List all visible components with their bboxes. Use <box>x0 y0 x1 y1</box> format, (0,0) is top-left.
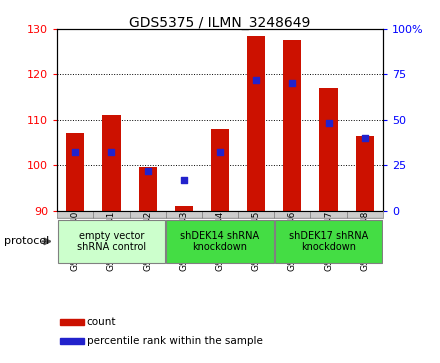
Point <box>361 135 368 141</box>
Bar <box>166 220 274 263</box>
Text: GSM1486440: GSM1486440 <box>71 211 80 271</box>
Bar <box>238 211 274 218</box>
Text: GSM1486445: GSM1486445 <box>252 211 260 271</box>
Bar <box>57 211 93 218</box>
Bar <box>129 211 166 218</box>
Bar <box>356 136 374 211</box>
Text: count: count <box>87 317 116 327</box>
Text: GSM1486442: GSM1486442 <box>143 211 152 271</box>
Point <box>325 121 332 126</box>
Text: protocol: protocol <box>4 236 50 246</box>
Bar <box>93 211 129 218</box>
Text: shDEK14 shRNA
knockdown: shDEK14 shRNA knockdown <box>180 231 260 252</box>
Text: GDS5375 / ILMN_3248649: GDS5375 / ILMN_3248649 <box>129 16 311 30</box>
Bar <box>103 115 121 211</box>
Point <box>108 150 115 155</box>
Text: GSM1486447: GSM1486447 <box>324 211 333 271</box>
Bar <box>60 338 84 344</box>
Bar <box>319 88 337 211</box>
Bar <box>347 211 383 218</box>
Text: GSM1486444: GSM1486444 <box>216 211 224 271</box>
Text: GSM1486448: GSM1486448 <box>360 211 369 271</box>
Bar <box>274 211 311 218</box>
Point <box>253 77 260 83</box>
Bar <box>211 129 229 211</box>
Point <box>144 168 151 174</box>
Bar <box>202 211 238 218</box>
Text: GSM1486441: GSM1486441 <box>107 211 116 271</box>
Bar <box>275 220 382 263</box>
Bar <box>60 319 84 325</box>
Text: shDEK17 shRNA
knockdown: shDEK17 shRNA knockdown <box>289 231 368 252</box>
Text: GSM1486443: GSM1486443 <box>180 211 188 271</box>
Point <box>289 81 296 86</box>
Bar <box>66 133 84 211</box>
Bar <box>58 220 165 263</box>
Bar <box>247 36 265 211</box>
Text: percentile rank within the sample: percentile rank within the sample <box>87 336 262 346</box>
Text: GSM1486446: GSM1486446 <box>288 211 297 271</box>
Text: empty vector
shRNA control: empty vector shRNA control <box>77 231 146 252</box>
Point <box>72 150 79 155</box>
Bar <box>283 40 301 211</box>
Bar <box>175 206 193 211</box>
Point <box>180 177 187 183</box>
Bar <box>166 211 202 218</box>
Point <box>216 150 224 155</box>
Bar <box>139 167 157 211</box>
Bar <box>311 211 347 218</box>
